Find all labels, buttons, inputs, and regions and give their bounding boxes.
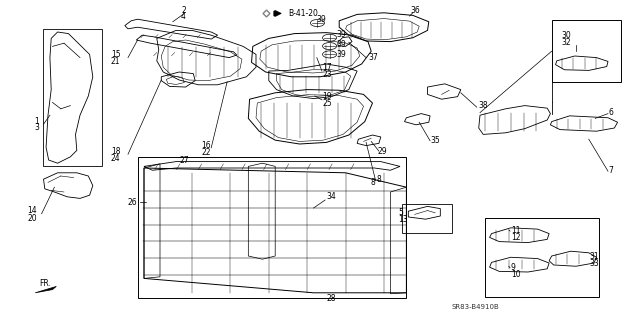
Bar — [138, 157, 406, 298]
Text: 5: 5 — [398, 208, 403, 217]
Bar — [43, 29, 102, 166]
Text: 17: 17 — [323, 63, 332, 72]
Text: 21: 21 — [111, 57, 120, 66]
Text: 10: 10 — [511, 270, 520, 279]
Text: 32: 32 — [561, 38, 571, 47]
Text: 26: 26 — [128, 198, 138, 207]
Bar — [552, 20, 621, 82]
Text: 24: 24 — [111, 154, 120, 163]
Text: 6: 6 — [609, 108, 614, 117]
Text: 14: 14 — [28, 206, 37, 215]
Text: 23: 23 — [323, 70, 332, 79]
Text: 11: 11 — [511, 226, 520, 235]
Text: 22: 22 — [202, 148, 211, 157]
Text: 2: 2 — [181, 6, 186, 15]
Text: 8: 8 — [371, 178, 375, 187]
Text: 38: 38 — [478, 101, 488, 110]
Text: 30: 30 — [561, 31, 571, 40]
Text: FR.: FR. — [40, 279, 52, 288]
Text: 29: 29 — [378, 147, 387, 156]
Text: 13: 13 — [398, 215, 408, 224]
Text: 27: 27 — [179, 156, 189, 165]
Text: SR83-B4910B: SR83-B4910B — [451, 304, 499, 309]
Text: 1: 1 — [35, 117, 39, 126]
Bar — [485, 218, 599, 297]
Polygon shape — [35, 286, 56, 293]
Text: 7: 7 — [609, 166, 614, 175]
Text: 25: 25 — [323, 99, 332, 108]
Text: 12: 12 — [511, 233, 520, 242]
Text: 31: 31 — [589, 252, 599, 261]
Text: 37: 37 — [368, 53, 378, 62]
Text: 34: 34 — [326, 192, 336, 201]
Text: 20: 20 — [28, 214, 37, 223]
Text: 4: 4 — [181, 12, 186, 21]
Text: 15: 15 — [111, 50, 120, 59]
Text: 39: 39 — [336, 50, 346, 59]
Text: 19: 19 — [323, 92, 332, 101]
Text: 3: 3 — [35, 124, 40, 132]
Text: 36: 36 — [410, 6, 420, 15]
Text: 39: 39 — [336, 30, 346, 39]
Text: 8: 8 — [377, 175, 381, 184]
Text: 18: 18 — [111, 147, 120, 156]
Text: 33: 33 — [589, 260, 599, 268]
Text: 9: 9 — [511, 263, 516, 272]
Text: 28: 28 — [326, 294, 336, 303]
Text: 39: 39 — [317, 15, 326, 24]
Text: 39: 39 — [336, 40, 346, 49]
Text: B-41-20: B-41-20 — [288, 9, 318, 18]
Bar — [402, 204, 452, 233]
Text: 35: 35 — [430, 136, 440, 145]
Text: 16: 16 — [202, 141, 211, 150]
